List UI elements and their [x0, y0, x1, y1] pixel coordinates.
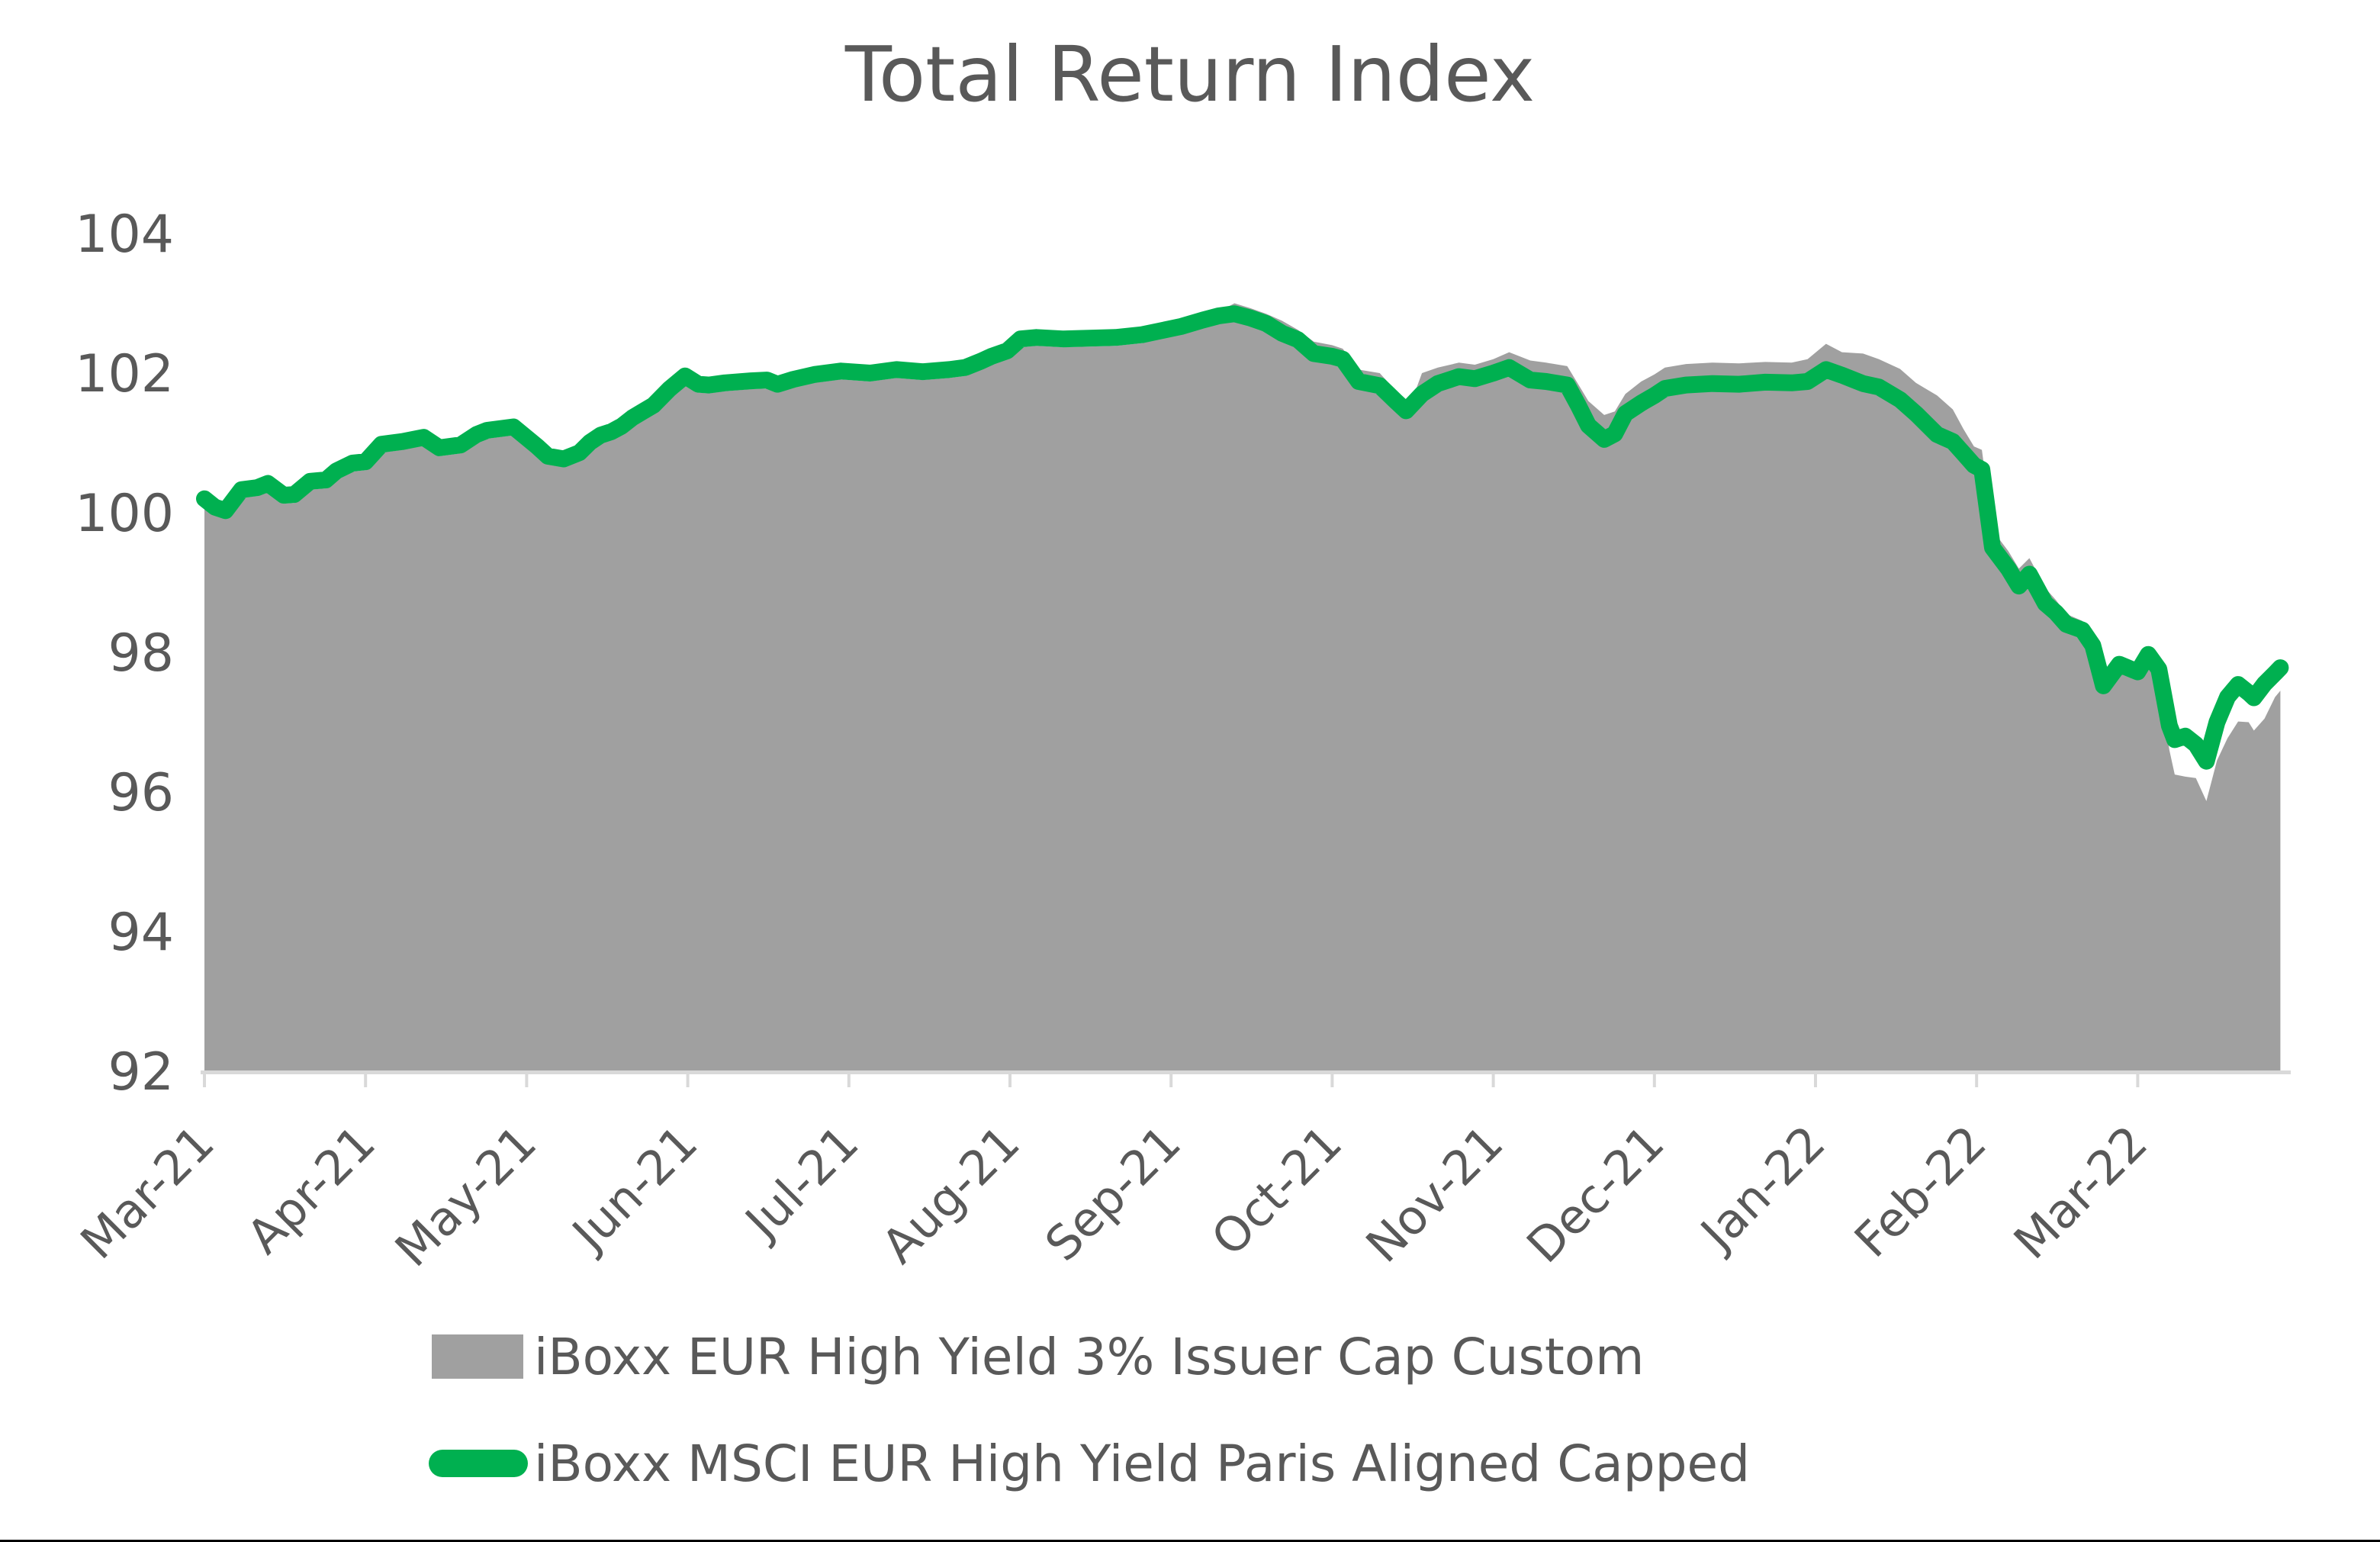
x-axis-tick — [1169, 1071, 1173, 1087]
x-axis-tick — [1330, 1071, 1334, 1087]
area-series-iboxx-eur-hy — [204, 303, 2281, 1071]
y-axis-label: 104 — [75, 204, 174, 265]
chart-title: Total Return Index — [844, 30, 1535, 119]
x-axis-tick — [2136, 1071, 2140, 1087]
y-axis-label: 94 — [108, 903, 174, 963]
x-axis-label: Sep-21 — [1034, 1115, 1192, 1272]
x-axis-label: Jun-21 — [560, 1115, 709, 1264]
x-axis-line — [201, 1070, 2291, 1074]
y-axis-labels: 104 102 100 98 96 94 92 — [75, 204, 174, 1103]
x-axis-tick — [1814, 1071, 1817, 1087]
screenshot-bottom-border — [0, 1540, 2380, 1542]
legend-label-area: iBoxx EUR High Yield 3% Issuer Cap Custo… — [534, 1328, 1644, 1386]
line-series-iboxx-msci-paris-aligned — [196, 305, 2289, 770]
legend-item-area: iBoxx EUR High Yield 3% Issuer Cap Custo… — [432, 1328, 1644, 1386]
legend: iBoxx EUR High Yield 3% Issuer Cap Custo… — [429, 1328, 1750, 1493]
x-axis-tick — [1491, 1071, 1495, 1087]
legend-label-line: iBoxx MSCI EUR High Yield Paris Aligned … — [534, 1434, 1750, 1493]
y-axis-label: 96 — [108, 763, 174, 823]
legend-item-line: iBoxx MSCI EUR High Yield Paris Aligned … — [429, 1434, 1750, 1493]
x-axis-label: Nov-21 — [1356, 1115, 1514, 1273]
y-axis-label: 102 — [75, 344, 174, 404]
y-axis-label: 98 — [108, 623, 174, 684]
x-axis-tick — [1652, 1071, 1656, 1087]
x-axis-tick — [686, 1071, 690, 1087]
x-axis-label: Mar-21 — [69, 1115, 224, 1270]
x-axis — [201, 1070, 2291, 1087]
line-series-path — [196, 305, 2289, 770]
x-axis-tick — [203, 1071, 206, 1087]
x-axis-tick — [525, 1071, 529, 1087]
y-axis-label: 92 — [108, 1042, 174, 1103]
y-axis-label: 100 — [75, 484, 174, 544]
area-series-path — [204, 303, 2281, 1071]
x-axis-label: Feb-22 — [1844, 1115, 1997, 1268]
x-axis-label: Jul-21 — [732, 1115, 869, 1251]
x-axis-tick — [1008, 1071, 1011, 1087]
x-axis-label: Jan-22 — [1688, 1115, 1836, 1263]
x-axis-label: May-21 — [384, 1115, 547, 1277]
x-axis-label: Aug-21 — [871, 1115, 1031, 1274]
x-axis-label: Dec-21 — [1516, 1115, 1674, 1273]
gray-area-swatch-icon — [432, 1334, 523, 1379]
x-axis-label: Mar-22 — [2003, 1115, 2158, 1270]
x-axis-label: Oct-21 — [1201, 1115, 1352, 1267]
green-line-swatch-icon — [429, 1450, 528, 1477]
x-axis-tick — [364, 1071, 368, 1087]
x-axis-label: Apr-21 — [236, 1115, 386, 1264]
x-axis-tick — [847, 1071, 851, 1087]
x-axis-tick — [1975, 1071, 1979, 1087]
